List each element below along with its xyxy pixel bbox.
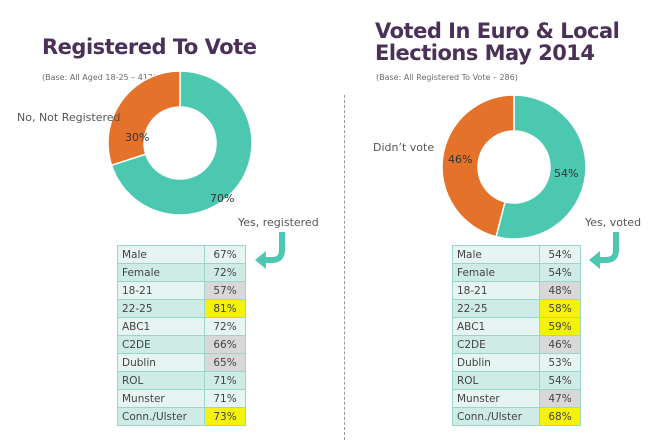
right-slice-value-no: 46% bbox=[448, 153, 473, 166]
left-slice-value-yes: 70% bbox=[210, 192, 235, 205]
table-row: 22-25 81% bbox=[117, 299, 246, 318]
row-label: Dublin bbox=[452, 353, 540, 372]
table-row: 18-21 48% bbox=[452, 281, 581, 300]
row-label: 22-25 bbox=[117, 299, 205, 318]
right-slice-value-yes: 54% bbox=[554, 167, 579, 180]
row-label: Male bbox=[117, 245, 205, 264]
left-title: Registered To Vote bbox=[42, 35, 257, 59]
row-value: 81% bbox=[204, 299, 246, 318]
row-value: 54% bbox=[539, 371, 581, 390]
right-slice-label-no: Didn’t vote bbox=[373, 141, 435, 154]
row-label: ROL bbox=[452, 371, 540, 390]
row-value: 73% bbox=[204, 407, 246, 426]
row-value: 65% bbox=[204, 353, 246, 372]
row-label: Conn./Ulster bbox=[117, 407, 205, 426]
divider bbox=[344, 95, 345, 440]
left-donut bbox=[107, 70, 253, 216]
row-value: 68% bbox=[539, 407, 581, 426]
right-breakdown-table: Male 54% Female 54% 18-21 48% 22-25 58% ABC1 59% C… bbox=[452, 245, 581, 426]
row-value: 54% bbox=[539, 245, 581, 264]
row-label: Dublin bbox=[117, 353, 205, 372]
table-row: Munster 47% bbox=[452, 389, 581, 408]
donut-slice-no bbox=[441, 94, 515, 238]
row-label: Female bbox=[452, 263, 540, 282]
row-label: Male bbox=[452, 245, 540, 264]
row-value: 71% bbox=[204, 389, 246, 408]
right-slice-label-yes: Yes, voted bbox=[585, 216, 642, 229]
row-value: 57% bbox=[204, 281, 246, 300]
row-value: 48% bbox=[539, 281, 581, 300]
row-value: 71% bbox=[204, 371, 246, 390]
left-subtitle: (Base: All Aged 18-25 – 412) bbox=[42, 73, 157, 82]
table-row: Munster 71% bbox=[117, 389, 246, 408]
table-row: Male 54% bbox=[452, 245, 581, 264]
right-subtitle: (Base: All Registered To Vote – 286) bbox=[376, 73, 518, 82]
right-title-line-1: Voted In Euro & Local bbox=[375, 19, 620, 43]
row-value: 54% bbox=[539, 263, 581, 282]
row-value: 59% bbox=[539, 317, 581, 336]
row-label: Munster bbox=[452, 389, 540, 408]
row-value: 47% bbox=[539, 389, 581, 408]
curved-arrow-icon bbox=[589, 232, 619, 269]
table-row: Conn./Ulster 68% bbox=[452, 407, 581, 426]
row-label: Conn./Ulster bbox=[452, 407, 540, 426]
table-row: C2DE 46% bbox=[452, 335, 581, 354]
left-slice-label-yes: Yes, registered bbox=[238, 216, 319, 229]
table-row: ROL 54% bbox=[452, 371, 581, 390]
row-label: ROL bbox=[117, 371, 205, 390]
right-title: Voted In Euro & Local Elections May 2014 bbox=[375, 19, 620, 65]
row-label: ABC1 bbox=[452, 317, 540, 336]
right-donut bbox=[441, 94, 587, 240]
table-row: Dublin 65% bbox=[117, 353, 246, 372]
table-row: Conn./Ulster 73% bbox=[117, 407, 246, 426]
row-label: ABC1 bbox=[117, 317, 205, 336]
table-row: 22-25 58% bbox=[452, 299, 581, 318]
row-value: 67% bbox=[204, 245, 246, 264]
row-value: 66% bbox=[204, 335, 246, 354]
donut-slice-yes bbox=[495, 94, 587, 240]
row-label: C2DE bbox=[117, 335, 205, 354]
table-row: C2DE 66% bbox=[117, 335, 246, 354]
donut-slice-no bbox=[107, 70, 181, 167]
table-row: Male 67% bbox=[117, 245, 246, 264]
table-row: 18-21 57% bbox=[117, 281, 246, 300]
left-slice-value-no: 30% bbox=[125, 131, 150, 144]
row-value: 58% bbox=[539, 299, 581, 318]
left-breakdown-table: Male 67% Female 72% 18-21 57% 22-25 81% ABC1 72% C… bbox=[117, 245, 246, 426]
row-label: Munster bbox=[117, 389, 205, 408]
row-value: 46% bbox=[539, 335, 581, 354]
table-row: Female 54% bbox=[452, 263, 581, 282]
left-slice-label-no: No, Not Registered bbox=[17, 111, 121, 124]
curved-arrow-icon bbox=[255, 232, 285, 269]
right-title-line-2: Elections May 2014 bbox=[375, 41, 595, 65]
donut-slice-yes bbox=[110, 70, 253, 216]
table-row: ROL 71% bbox=[117, 371, 246, 390]
row-value: 72% bbox=[204, 317, 246, 336]
table-row: ABC1 72% bbox=[117, 317, 246, 336]
row-label: Female bbox=[117, 263, 205, 282]
table-row: Dublin 53% bbox=[452, 353, 581, 372]
row-value: 72% bbox=[204, 263, 246, 282]
row-label: 22-25 bbox=[452, 299, 540, 318]
table-row: Female 72% bbox=[117, 263, 246, 282]
table-row: ABC1 59% bbox=[452, 317, 581, 336]
row-value: 53% bbox=[539, 353, 581, 372]
row-label: C2DE bbox=[452, 335, 540, 354]
row-label: 18-21 bbox=[117, 281, 205, 300]
row-label: 18-21 bbox=[452, 281, 540, 300]
